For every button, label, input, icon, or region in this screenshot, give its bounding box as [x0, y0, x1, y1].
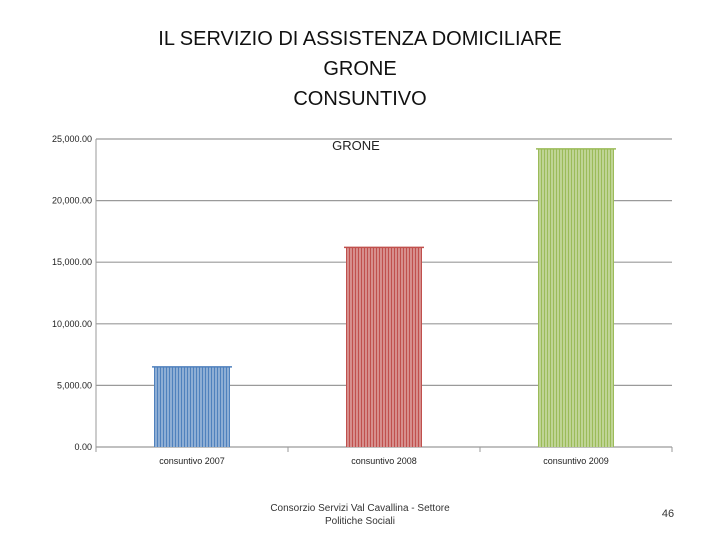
y-tick-label: 5,000.00	[57, 380, 92, 390]
slide-title-line-1: IL SERVIZIO DI ASSISTENZA DOMICILIARE	[158, 28, 562, 50]
footer: Consorzio Servizi Val Cavallina - Settor…	[250, 502, 470, 528]
bar	[344, 246, 424, 447]
bar	[152, 366, 232, 447]
bar-layer	[152, 148, 616, 447]
footer-line-1: Consorzio Servizi Val Cavallina - Settor…	[270, 503, 450, 514]
footer-line-2: Politiche Sociali	[324, 516, 396, 527]
bar	[536, 148, 616, 447]
slide-title: IL SERVIZIO DI ASSISTENZA DOMICILIARE GR…	[0, 24, 720, 114]
page-number: 46	[661, 508, 675, 520]
slide-title-line-2: GRONE	[323, 58, 397, 80]
label-layer: 0.00 5,000.00 10,000.00 15,000.00 20,000.00 2…	[52, 134, 609, 466]
x-category-label: consuntivo 2008	[351, 456, 417, 466]
y-tick-label: 0.00	[74, 442, 92, 452]
slide-title-line-3: CONSUNTIVO	[293, 88, 427, 110]
chart-title: GRONE	[332, 138, 380, 153]
y-tick-label: 10,000.00	[52, 319, 92, 329]
y-tick-label: 25,000.00	[52, 134, 92, 144]
y-tick-label: 15,000.00	[52, 257, 92, 267]
x-category-label: consuntivo 2007	[159, 456, 225, 466]
y-tick-label: 20,000.00	[52, 196, 92, 206]
x-category-label: consuntivo 2009	[543, 456, 609, 466]
